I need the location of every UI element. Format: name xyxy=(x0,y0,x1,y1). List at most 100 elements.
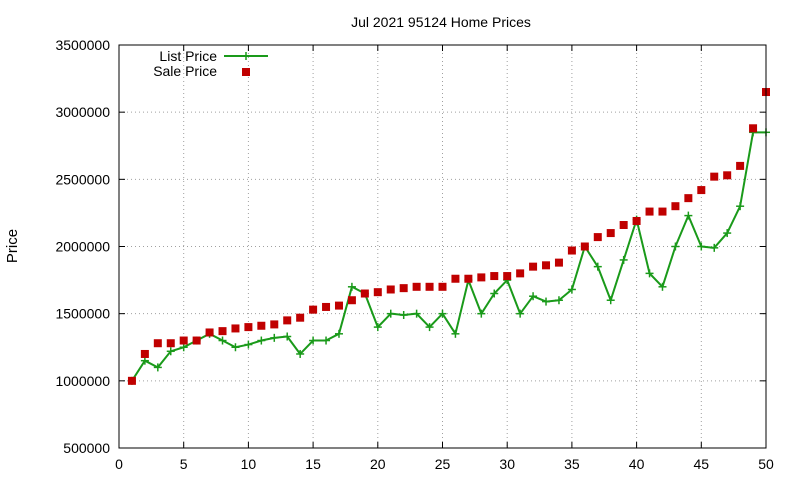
sale-price-point xyxy=(270,320,279,329)
sale-price-point xyxy=(451,274,460,283)
sale-price-point xyxy=(399,284,408,293)
legend-marker xyxy=(242,52,250,60)
sale-price-point xyxy=(192,336,201,345)
list-price-point xyxy=(283,332,292,341)
sale-price-point xyxy=(554,258,563,267)
y-tick-label: 3500000 xyxy=(55,37,110,53)
list-price-point xyxy=(593,262,602,271)
list-price-point xyxy=(723,229,732,238)
sale-price-point xyxy=(464,274,473,283)
list-price-point xyxy=(490,289,499,298)
list-price-point xyxy=(451,329,460,338)
list-price-point xyxy=(645,269,654,278)
sale-price-point xyxy=(606,229,615,238)
sale-price-point xyxy=(360,289,369,298)
list-price-point xyxy=(412,309,421,318)
sale-price-point xyxy=(477,273,486,282)
sale-price-point xyxy=(684,194,693,203)
list-price-point xyxy=(658,282,667,291)
sale-price-point xyxy=(140,349,149,358)
list-price-point xyxy=(347,282,356,291)
x-tick-label: 45 xyxy=(694,456,710,472)
sale-price-point xyxy=(567,246,576,255)
x-tick-label: 35 xyxy=(564,456,580,472)
y-tick-label: 2000000 xyxy=(55,239,110,255)
sale-price-point xyxy=(542,261,551,270)
sale-price-point xyxy=(736,161,745,170)
x-tick-label: 0 xyxy=(115,456,123,472)
legend-label: Sale Price xyxy=(153,63,217,79)
sale-price-point xyxy=(257,321,266,330)
list-price-point xyxy=(334,329,343,338)
sale-price-point xyxy=(671,202,680,211)
sale-price-point xyxy=(244,323,253,332)
sale-price-point xyxy=(296,313,305,322)
sale-price-point xyxy=(593,233,602,242)
sale-price-point xyxy=(529,262,538,271)
sale-price-point xyxy=(166,339,175,348)
sale-price-point xyxy=(697,186,706,195)
sale-price-point xyxy=(658,207,667,216)
list-price-point xyxy=(257,336,266,345)
x-tick-label: 5 xyxy=(180,456,188,472)
y-tick-label: 1500000 xyxy=(55,306,110,322)
sale-price-point xyxy=(619,221,628,230)
sale-price-point xyxy=(334,301,343,310)
sale-price-point xyxy=(723,171,732,180)
sale-price-point xyxy=(425,282,434,291)
list-price-point xyxy=(386,309,395,318)
sale-price-point xyxy=(710,172,719,181)
sale-price-point xyxy=(283,316,292,325)
list-price-point xyxy=(296,349,305,358)
x-tick-label: 30 xyxy=(499,456,515,472)
list-price-point xyxy=(399,311,408,320)
list-price-point xyxy=(606,296,615,305)
x-tick-label: 25 xyxy=(435,456,451,472)
plot-frame xyxy=(118,44,767,449)
sale-price-point xyxy=(179,336,188,345)
list-price-point xyxy=(736,202,745,211)
sale-price-point xyxy=(309,305,318,314)
sale-price-point xyxy=(127,376,136,385)
list-price-point xyxy=(619,255,628,264)
list-price-line xyxy=(131,131,766,382)
grid-lines xyxy=(119,45,766,448)
list-price-point xyxy=(270,333,279,342)
list-price-point xyxy=(140,356,149,365)
y-tick-label: 3000000 xyxy=(55,104,110,120)
list-price-point xyxy=(218,336,227,345)
sale-price-point xyxy=(438,282,447,291)
y-tick-label: 500000 xyxy=(63,440,110,456)
sale-price-point xyxy=(231,324,240,333)
sale-price-point xyxy=(516,269,525,278)
list-price-point xyxy=(166,347,175,356)
list-price-point xyxy=(516,309,525,318)
sale-price-point xyxy=(503,272,512,281)
sale-price-point xyxy=(412,282,421,291)
list-price-point xyxy=(529,292,538,301)
sale-price-point xyxy=(373,288,382,297)
chart-title: Jul 2021 95124 Home Prices xyxy=(351,14,531,30)
sale-price-point xyxy=(218,327,227,336)
y-tick-label: 1000000 xyxy=(55,373,110,389)
sale-price-point xyxy=(645,207,654,216)
list-price-point xyxy=(244,340,253,349)
y-axis-label: Price xyxy=(4,229,21,263)
sale-price-point xyxy=(205,328,214,337)
list-price-point xyxy=(671,242,680,251)
x-tick-label: 10 xyxy=(241,456,257,472)
list-price-point xyxy=(153,363,162,372)
sale-price-point xyxy=(632,216,641,225)
list-price-point xyxy=(542,297,551,306)
legend-marker xyxy=(242,68,250,76)
list-price-point xyxy=(710,243,719,252)
sale-price-point xyxy=(153,339,162,348)
list-price-point xyxy=(438,309,447,318)
list-price-point xyxy=(179,343,188,352)
x-tick-label: 15 xyxy=(305,456,321,472)
data-series xyxy=(127,88,770,385)
sale-price-point xyxy=(749,124,758,133)
sale-price-point xyxy=(580,242,589,251)
